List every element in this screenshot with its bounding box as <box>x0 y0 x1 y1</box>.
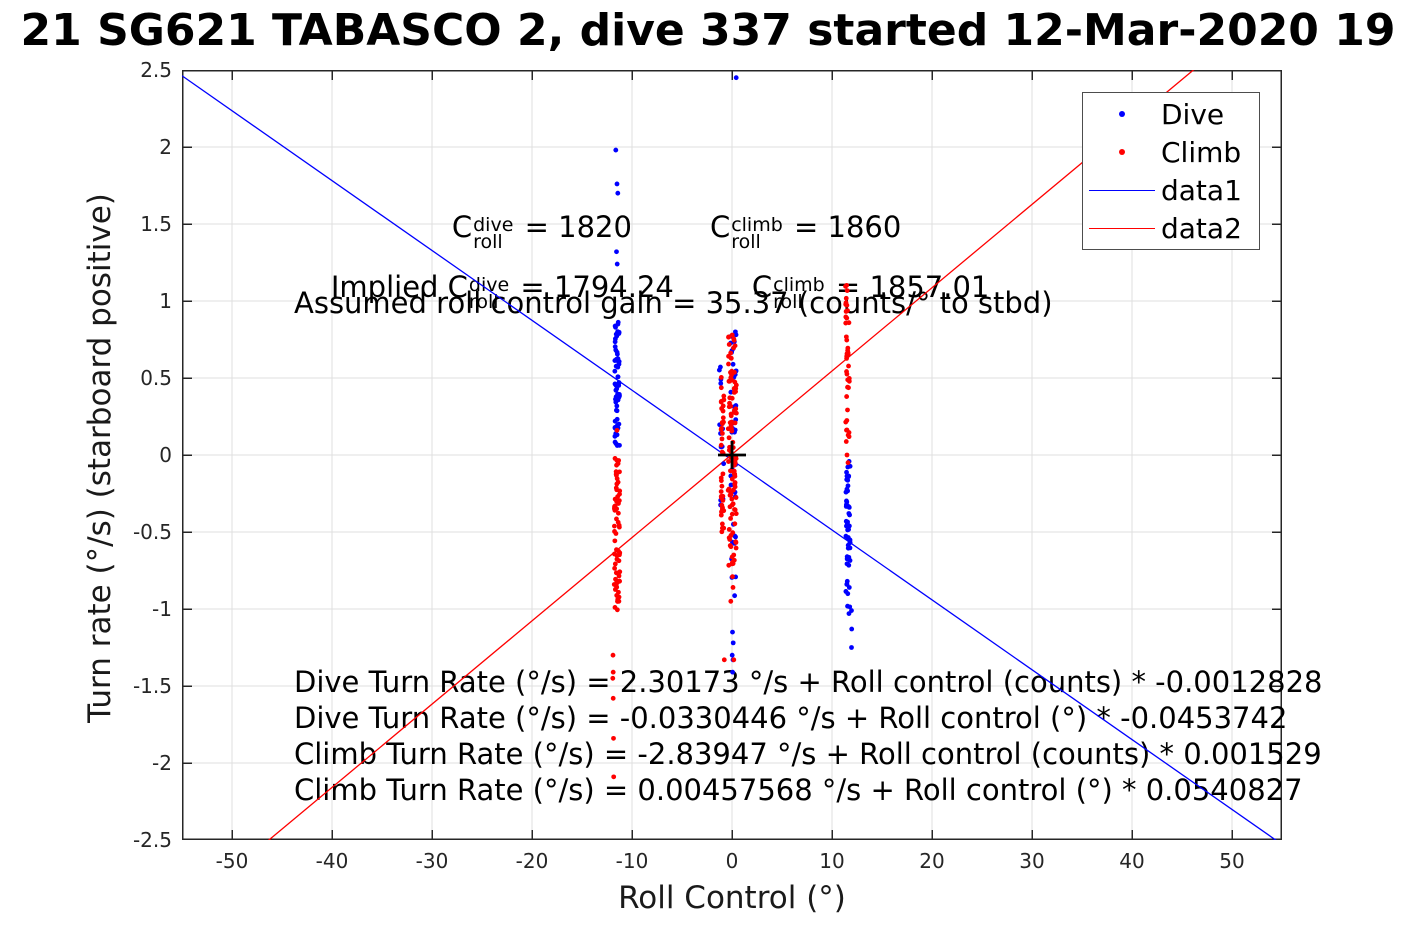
legend: Dive Climb data1 data2 <box>1082 92 1260 250</box>
x-axis-label: Roll Control (°) <box>618 880 846 916</box>
fit-equation-dive-counts: Dive Turn Rate (°/s) = 2.30173 °/s + Rol… <box>294 665 1323 699</box>
legend-label: Climb <box>1161 135 1242 169</box>
y-tick-label: -1 <box>152 597 172 621</box>
x-tick-label: -20 <box>515 849 549 873</box>
y-tick-label: -2 <box>152 751 172 775</box>
x-tick-label: 0 <box>725 849 739 873</box>
x-tick-label: -10 <box>615 849 649 873</box>
x-tick-label: -40 <box>315 849 349 873</box>
y-tick-label: 0.5 <box>140 366 172 390</box>
x-tick-label: 30 <box>1019 849 1045 873</box>
dive-dot-icon <box>1083 111 1161 117</box>
fit-equation-climb-degrees: Climb Turn Rate (°/s) = 0.00457568 °/s +… <box>294 773 1303 807</box>
x-tick-label: 10 <box>819 849 845 873</box>
fit-equation-dive-degrees: Dive Turn Rate (°/s) = -0.0330446 °/s + … <box>294 701 1288 735</box>
legend-label: data2 <box>1161 211 1242 245</box>
legend-item-data2: data2 <box>1083 210 1259 246</box>
data1-line-icon <box>1083 189 1161 191</box>
legend-label: data1 <box>1161 173 1242 207</box>
x-tick-label: -30 <box>415 849 449 873</box>
legend-label: Dive <box>1161 97 1225 131</box>
y-tick-label: 1.5 <box>140 212 172 236</box>
x-tick-label: 50 <box>1219 849 1245 873</box>
x-tick-label: -50 <box>215 849 249 873</box>
y-tick-label: 2 <box>159 135 172 159</box>
y-tick-label: 2.5 <box>140 58 172 82</box>
annotation-roll-gain: Assumed roll control gain = 35.37 (count… <box>294 286 1053 320</box>
legend-item-dive: Dive <box>1083 96 1259 132</box>
data2-line-icon <box>1083 227 1161 229</box>
x-tick-label: 40 <box>1119 849 1145 873</box>
x-tick-label: 20 <box>919 849 945 873</box>
legend-item-data1: data1 <box>1083 172 1259 208</box>
y-tick-label: -2.5 <box>132 828 172 852</box>
y-tick-label: -0.5 <box>132 520 172 544</box>
climb-dot-icon <box>1083 149 1161 155</box>
y-tick-label: 0 <box>159 443 172 467</box>
y-tick-label: 1 <box>159 289 172 313</box>
chart-title: 21 SG621 TABASCO 2, dive 337 started 12-… <box>20 5 1396 56</box>
fit-equation-climb-counts: Climb Turn Rate (°/s) = -2.83947 °/s + R… <box>294 737 1322 771</box>
legend-item-climb: Climb <box>1083 134 1259 170</box>
y-tick-label: -1.5 <box>132 674 172 698</box>
